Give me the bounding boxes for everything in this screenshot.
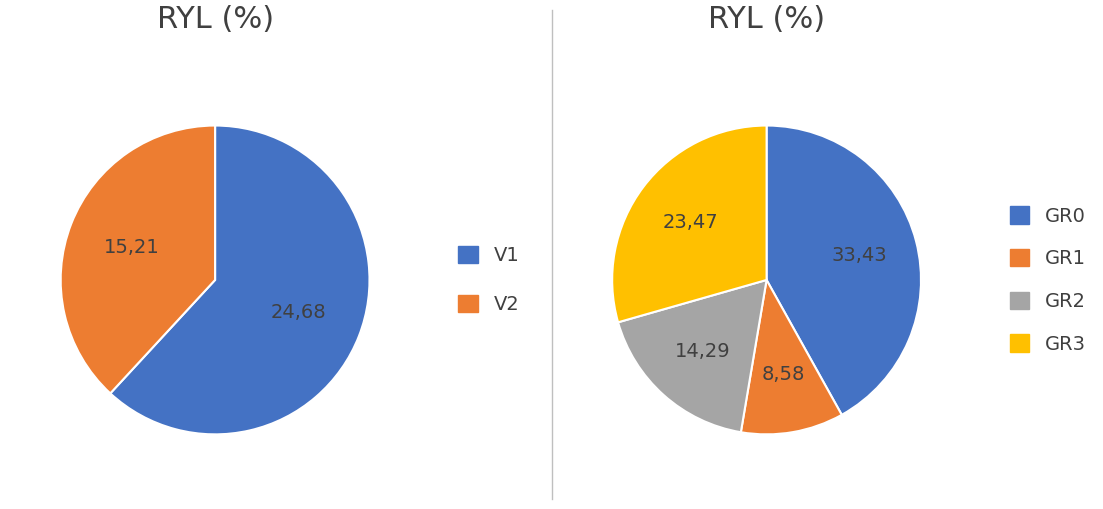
Text: 24,68: 24,68 [270,303,326,322]
Wedge shape [741,280,842,434]
Text: 23,47: 23,47 [662,213,718,232]
Legend: GR0, GR1, GR2, GR3: GR0, GR1, GR2, GR3 [1000,196,1095,363]
Wedge shape [767,126,921,415]
Wedge shape [110,126,370,434]
Wedge shape [612,126,767,322]
Text: 15,21: 15,21 [104,238,160,257]
Legend: V1, V2: V1, V2 [449,236,529,324]
Text: 14,29: 14,29 [675,342,730,361]
Text: 8,58: 8,58 [761,365,804,384]
Wedge shape [618,280,767,432]
Text: 33,43: 33,43 [832,246,887,265]
Wedge shape [61,126,215,393]
Title: RYL (%): RYL (%) [157,5,274,34]
Title: RYL (%): RYL (%) [708,5,825,34]
